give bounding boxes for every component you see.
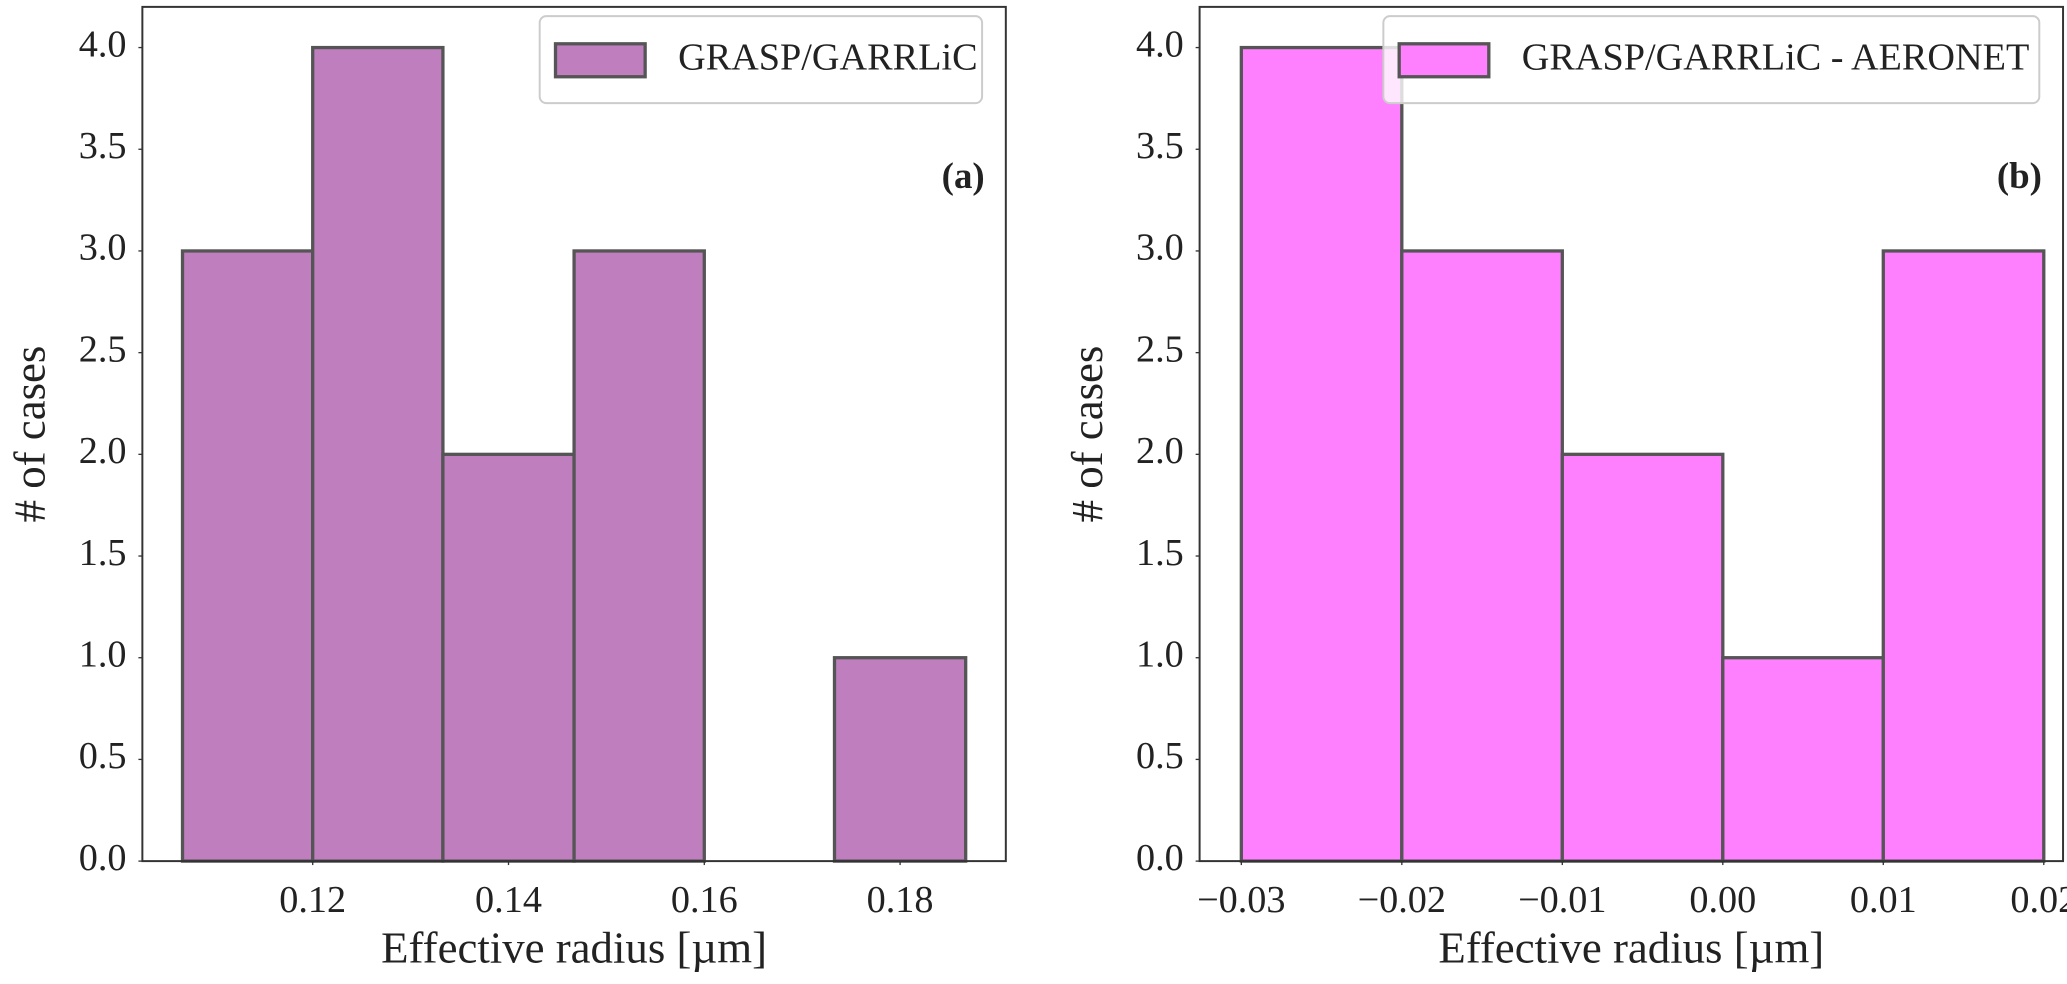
histogram-bar [1400, 249, 1564, 863]
x-tick-label: 0.12 [279, 879, 346, 921]
legend-swatch [1397, 42, 1491, 79]
plot-frame [141, 5, 1007, 863]
x-tick-label: −0.02 [1358, 879, 1446, 921]
y-tick-label: 2.5 [79, 328, 127, 370]
y-tick-label: 2.0 [79, 430, 127, 472]
y-tick-label: 1.5 [79, 532, 127, 574]
histogram-bar [180, 249, 315, 863]
x-tick-label: 0.01 [1850, 879, 1917, 921]
legend-box [1382, 15, 2041, 105]
legend-label: GRASP/GARRLiC - AERONET [1522, 37, 2030, 79]
y-tick-label: 0.0 [1136, 837, 1184, 879]
legend-label: GRASP/GARRLiC [678, 37, 977, 79]
y-tick-label: 2.5 [1136, 328, 1184, 370]
x-tick-label: −0.01 [1518, 879, 1606, 921]
y-tick-label: 4.0 [1136, 23, 1184, 65]
y-tick-label: 0.5 [1136, 735, 1184, 777]
y-axis-label: # of cases [5, 346, 55, 523]
x-axis-label: Effective radius [µm] [1438, 922, 1824, 972]
legend-box [538, 15, 984, 105]
y-tick-label: 0.5 [79, 735, 127, 777]
y-tick-label: 3.0 [1136, 227, 1184, 269]
y-tick-label: 2.0 [1136, 430, 1184, 472]
histogram-bar [441, 452, 576, 863]
x-tick-label: −0.03 [1197, 879, 1285, 921]
histogram-bar [832, 656, 968, 863]
histogram-bar [1721, 656, 1885, 863]
histogram-bar [1881, 249, 2046, 863]
y-tick-label: 0.0 [79, 837, 127, 879]
x-tick-label: 0.00 [1689, 879, 1756, 921]
x-tick-label: 0.14 [475, 879, 542, 921]
y-tick-label: 3.5 [1136, 125, 1184, 167]
x-tick-label: 0.18 [867, 879, 934, 921]
legend-swatch [553, 42, 647, 79]
plot-frame [1198, 5, 2065, 863]
x-tick-label: 0.02 [2010, 879, 2067, 921]
y-tick-label: 1.0 [1136, 633, 1184, 675]
y-tick-label: 1.0 [79, 633, 127, 675]
annotation: (a) [942, 155, 985, 197]
y-axis-label: # of cases [1062, 346, 1112, 523]
histogram-bar [1239, 45, 1404, 863]
y-tick-label: 4.0 [79, 23, 127, 65]
histogram-bar [572, 249, 706, 863]
x-tick-label: 0.16 [671, 879, 738, 921]
y-tick-label: 3.5 [79, 125, 127, 167]
annotation: (b) [1997, 155, 2042, 197]
y-tick-label: 1.5 [1136, 532, 1184, 574]
histogram-bar [1560, 452, 1725, 863]
histogram-bar [311, 45, 445, 863]
x-axis-label: Effective radius [µm] [381, 922, 767, 972]
y-tick-label: 3.0 [79, 227, 127, 269]
